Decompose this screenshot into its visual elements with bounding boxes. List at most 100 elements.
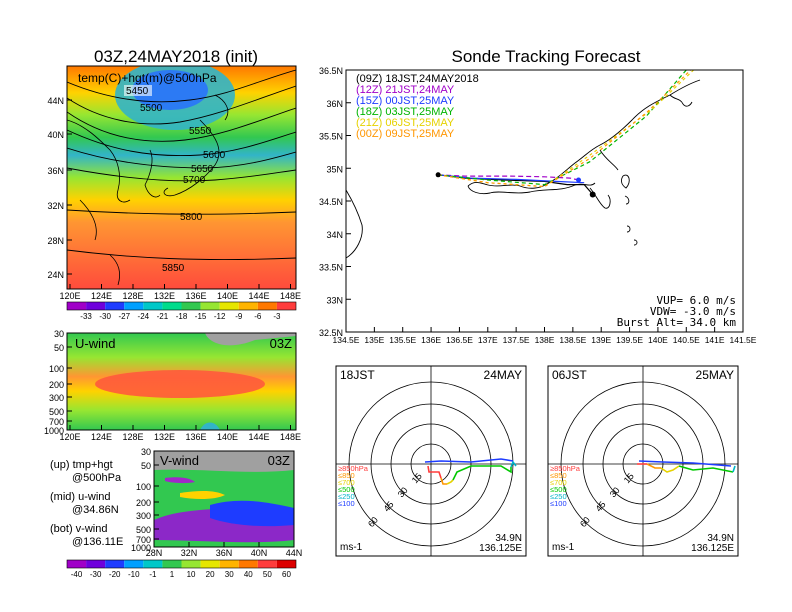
colorbar-swatch <box>105 302 125 310</box>
right-title: Sonde Tracking Forecast <box>452 47 641 66</box>
colorbar-swatch <box>105 560 125 568</box>
track-lon-axis: 134.5E 135E 135.5E 136E 136.5E 137E 137.5E 138E… <box>333 327 757 345</box>
colorbar-swatch <box>162 560 182 568</box>
param-burst-alt: Burst Alt= 34.0 km <box>617 316 737 329</box>
lat-tick-label: 32N <box>47 201 64 211</box>
lat-tick-label: 35N <box>326 164 343 174</box>
hodograph-trace-3 <box>678 465 734 473</box>
ring-label: 30 <box>608 485 622 499</box>
lon-tick-label: 140E <box>217 432 238 442</box>
vwind-gray-region <box>154 451 294 472</box>
colorbar-tick-label: 20 <box>206 570 215 579</box>
colorbar-tick-label: -6 <box>254 312 262 321</box>
contour-labels: 5450 5500 5550 5600 5650 5700 5800 5850 <box>124 85 226 274</box>
lon-tick-label: 137.5E <box>503 335 530 345</box>
note-bot-2: @136.11E <box>72 536 123 548</box>
pressure-tick-label: 700 <box>49 417 64 427</box>
lon-tick-label: 139.5E <box>616 335 643 345</box>
landing-point-09z <box>589 191 596 198</box>
track-legend: (09Z) 18JST,24MAY2018(12Z) 21JST,24MAY(1… <box>356 73 479 140</box>
colorbar-swatch <box>276 302 296 310</box>
colorbar-tick-label: -10 <box>128 570 140 579</box>
contour-label-5800: 5800 <box>180 212 203 223</box>
uwind-cyan-region <box>200 422 220 430</box>
colorbar-tick-label: -30 <box>99 312 111 321</box>
colorbar-swatch <box>86 560 106 568</box>
colorbar-tick-label: -30 <box>90 570 102 579</box>
lat-tick-label: 33.5N <box>319 263 343 273</box>
lon-tick-label: 135.5E <box>389 335 416 345</box>
panel-notes: (up) tmp+hgt @500hPa (mid) u-wind @34.86… <box>50 459 123 548</box>
colorbar-tick-label: -3 <box>273 312 281 321</box>
colorbar-tick-label: -21 <box>157 312 169 321</box>
lon-tick-label: 132E <box>154 432 175 442</box>
param-vdw: VDW= -3.0 m/s <box>650 305 736 318</box>
colorbar-frame <box>66 559 297 569</box>
colorbar-swatch <box>219 560 239 568</box>
launch-point <box>435 172 441 178</box>
vwind-yellow-region <box>180 490 225 500</box>
lon-tick-label: 144E <box>248 432 269 442</box>
pressure-tick-label: 500 <box>49 407 64 417</box>
colorbar-swatch <box>238 560 258 568</box>
level-legend: ≤700 <box>338 478 355 487</box>
track-map-background <box>346 70 743 332</box>
vwind-blue-region <box>210 500 294 527</box>
colorbar-tick-label: -27 <box>118 312 130 321</box>
coastlines <box>67 94 229 286</box>
level-legend: ≥850hPa <box>550 464 581 473</box>
colorbar-swatch <box>124 560 144 568</box>
colorbar-tick-label: 50 <box>263 570 272 579</box>
left-title: 03Z,24MAY2018 (init) <box>94 47 258 66</box>
uwind-label: U-wind <box>75 336 115 351</box>
lon-tick-label: 134.5E <box>333 335 360 345</box>
hodograph-trace-5 <box>638 460 732 467</box>
note-up-2: @500hPa <box>72 472 122 484</box>
map-frame <box>66 65 297 290</box>
hodograph-trace-3 <box>452 465 512 481</box>
lon-tick-label: 141E <box>705 335 725 345</box>
legend-entry: (15Z) 00JST,25MAY <box>356 95 455 107</box>
contour-label-5850: 5850 <box>162 263 185 274</box>
lat-tick-label: 34.5N <box>319 197 343 207</box>
pressure-tick-label: 300 <box>49 393 64 403</box>
colorbar-frame <box>66 301 297 311</box>
contour-label-5700: 5700 <box>183 175 206 186</box>
hodograph-date: 24MAY <box>484 368 522 382</box>
pressure-tick-label: 100 <box>136 482 151 492</box>
colorbar-swatch <box>181 302 201 310</box>
colorbar-tick-label: -33 <box>80 312 92 321</box>
pressure-tick-label: 200 <box>49 380 64 390</box>
lon-tick-label: 136E <box>421 335 441 345</box>
lon-tick-label: 136E <box>185 432 206 442</box>
hodograph-lon: 136.125E <box>691 543 734 554</box>
lon-tick-label: 132E <box>154 291 175 301</box>
uwind-frame <box>66 332 297 431</box>
lon-tick-label: 136.5E <box>446 335 473 345</box>
lat-tick-label: 34N <box>326 230 343 240</box>
colorbar-swatch <box>124 302 144 310</box>
lon-tick-label: 120E <box>59 432 80 442</box>
colorbar-tick-label: 1 <box>170 570 175 579</box>
track-line-5 <box>438 70 692 188</box>
pressure-tick-label: 30 <box>141 447 151 457</box>
colorbar-tick-label: 60 <box>282 570 291 579</box>
legend-entry: (09Z) 18JST,24MAY2018 <box>356 73 479 85</box>
temperature-colorbar: -33 -30 -27 -24 -21 -18 -15 -12 -9 -6 -3 <box>66 301 297 321</box>
pressure-tick-label: 100 <box>49 364 64 374</box>
track-lat-axis: 36.5N 36N 35.5N 35N 34.5N 34N 33.5N 33N 32.5N <box>319 66 351 338</box>
level-legend: ≤100 <box>550 499 567 508</box>
colorbar-tick-label: -9 <box>235 312 243 321</box>
colorbar-tick-label: -24 <box>138 312 150 321</box>
colorbar-swatch <box>257 302 277 310</box>
ring-label: 15 <box>622 471 636 485</box>
colorbar-swatch <box>67 302 87 310</box>
pressure-tick-label: 1000 <box>44 426 64 436</box>
lat-tick-label: 33N <box>326 295 343 305</box>
vwind-lat-axis: 28N 32N 36N 40N 44N <box>146 542 302 558</box>
colorbar-swatch <box>86 302 106 310</box>
level-legend: ≥850hPa <box>338 464 369 473</box>
landing-point-15z <box>576 177 582 183</box>
